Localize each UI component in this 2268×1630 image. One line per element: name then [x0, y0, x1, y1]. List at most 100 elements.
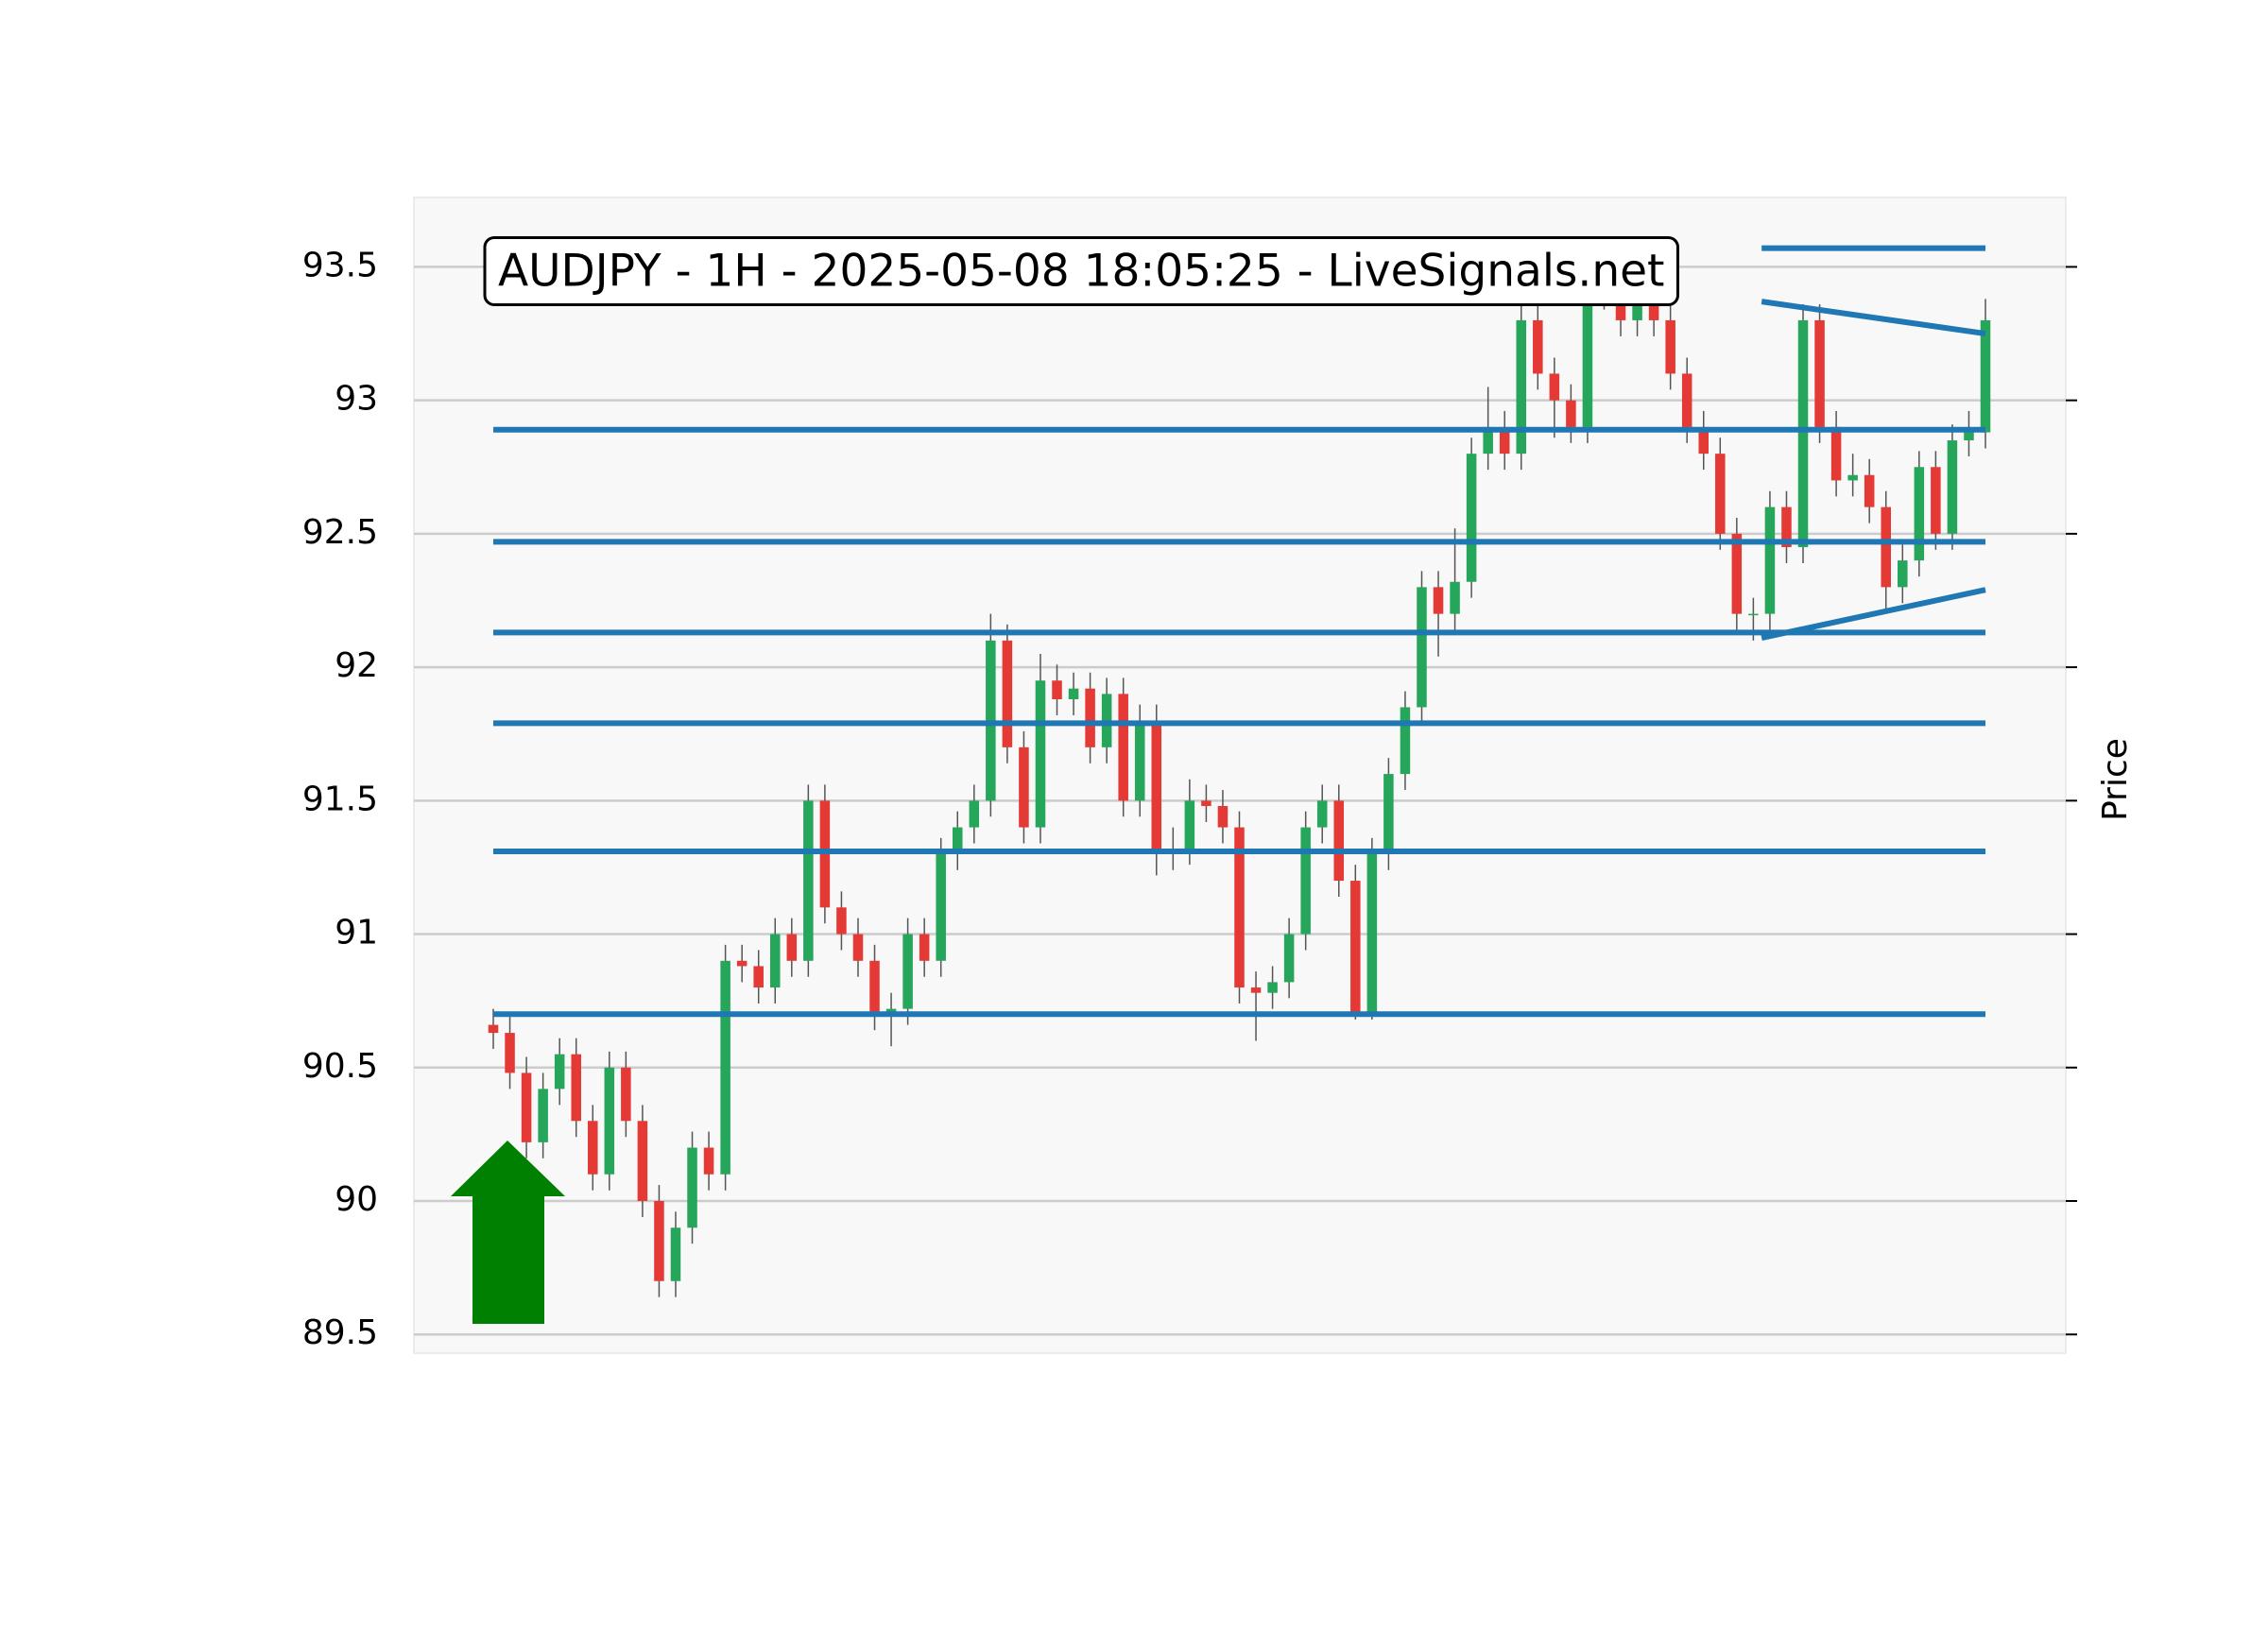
candle-body	[786, 934, 798, 961]
y-tick-label: 91	[335, 914, 378, 952]
candle-body	[554, 1054, 565, 1090]
candle-body	[604, 1067, 615, 1175]
candle-body	[1914, 467, 1925, 561]
candle-body	[836, 907, 847, 935]
y-tick-label: 89.5	[302, 1313, 378, 1352]
candle-body	[720, 960, 730, 1175]
candle-body	[1566, 400, 1576, 427]
candle-body	[1516, 319, 1527, 455]
candle-body	[753, 966, 764, 988]
candle-body	[1035, 680, 1046, 828]
y-tick-label: 90	[335, 1180, 378, 1219]
candle-body	[1648, 293, 1659, 320]
candle-body	[1002, 640, 1013, 747]
candle-body	[1715, 454, 1726, 534]
y-tick-label: 91.5	[302, 780, 378, 818]
candle-body	[1052, 680, 1062, 700]
candle-body	[1665, 319, 1675, 374]
candle-body	[736, 960, 747, 967]
candle-body	[1830, 426, 1842, 481]
candle-body	[1898, 560, 1908, 588]
candle-body	[803, 800, 814, 961]
candle-body	[1118, 694, 1128, 801]
y-tick-label: 93.5	[302, 246, 378, 284]
candle-body	[1151, 720, 1162, 854]
candle-body	[1267, 982, 1278, 993]
candle-body	[1383, 774, 1394, 854]
candle-body	[1483, 426, 1493, 455]
trend-line	[1761, 299, 1986, 337]
candle-body	[1417, 587, 1427, 708]
candle-body	[1533, 319, 1543, 374]
candle-body	[1797, 319, 1809, 548]
candle-body	[1781, 506, 1792, 548]
candle-body	[1681, 373, 1692, 427]
candle-body	[1433, 587, 1444, 614]
candle-body	[1134, 720, 1145, 801]
candle-body	[1201, 800, 1211, 806]
candle-body	[1019, 746, 1029, 828]
candle-body	[1400, 707, 1411, 775]
candle-body	[769, 934, 781, 988]
candle-body	[1980, 319, 1991, 433]
candle-body	[1350, 881, 1361, 1015]
candle-body	[670, 1227, 681, 1281]
candle-body	[637, 1121, 648, 1202]
candle-body	[869, 960, 880, 1015]
candle-body	[588, 1121, 598, 1175]
title-frame	[483, 236, 1679, 306]
candle-body	[1217, 805, 1228, 828]
candle-body	[1964, 432, 1974, 441]
candle-body	[621, 1067, 631, 1122]
candle-body	[488, 1024, 499, 1034]
title-box: AUDJPY - 1H - 2025-05-08 18:05:25 - Live…	[483, 236, 1679, 306]
candle-body	[1250, 987, 1262, 993]
candle-body	[1366, 853, 1378, 1015]
candle-body	[1947, 440, 1958, 534]
y-axis-label: Price	[2096, 738, 2135, 821]
trend-line	[1761, 587, 1986, 641]
candle-body	[1931, 467, 1941, 534]
candle-body	[1184, 800, 1195, 849]
candle-body	[1085, 688, 1095, 747]
y-tick-label: 93	[335, 380, 378, 419]
candle-body	[1283, 934, 1295, 983]
candle-body	[1466, 454, 1477, 582]
candle-body	[919, 934, 930, 961]
y-tick-label: 92	[335, 646, 378, 685]
candle-body	[1499, 426, 1510, 455]
candle-body	[521, 1072, 532, 1142]
candles	[488, 264, 1991, 1297]
candle-body	[1698, 426, 1710, 455]
candle-body	[902, 934, 913, 1009]
candle-body	[969, 800, 980, 828]
candle-body	[1731, 533, 1743, 614]
candle-body	[1632, 293, 1642, 320]
y-tick-label: 92.5	[302, 513, 378, 552]
candle-body	[1450, 581, 1460, 614]
candle-body	[1300, 827, 1311, 935]
candle-body	[1333, 800, 1345, 882]
candle-body	[1814, 319, 1825, 427]
candle-body	[505, 1033, 515, 1073]
chart-title: AUDJPY - 1H - 2025-05-08 18:05:25 - Live…	[498, 246, 1664, 298]
candle-body	[1748, 613, 1759, 616]
y-tick-label: 90.5	[302, 1047, 378, 1086]
candle-body	[1582, 293, 1593, 427]
candle-body	[852, 934, 864, 961]
candle-body	[687, 1147, 697, 1228]
candle-body	[1234, 827, 1245, 988]
candle-body	[538, 1089, 548, 1142]
candle-body	[1881, 506, 1891, 588]
candle-body	[571, 1054, 581, 1122]
candle-body	[1549, 373, 1560, 401]
candle-body	[952, 827, 963, 854]
candle-body	[1316, 800, 1328, 828]
candle-body	[654, 1201, 664, 1281]
buy-arrow	[451, 1141, 565, 1324]
candle-body	[1068, 688, 1079, 700]
candle-body	[1847, 474, 1858, 481]
candle-body	[703, 1147, 714, 1175]
y-axis: 89.5 90 90.5 91 91.5 92 92.5 93 93.5	[302, 246, 2077, 1352]
